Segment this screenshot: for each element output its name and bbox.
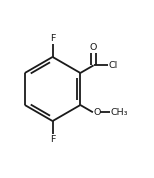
Text: CH₃: CH₃ [111, 108, 128, 117]
Text: F: F [50, 135, 55, 144]
Text: Cl: Cl [109, 61, 118, 70]
Text: O: O [90, 43, 97, 52]
Text: F: F [50, 34, 55, 43]
Text: O: O [94, 108, 101, 117]
